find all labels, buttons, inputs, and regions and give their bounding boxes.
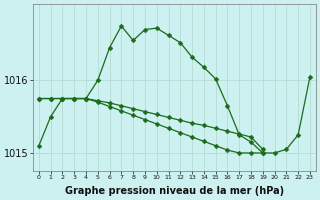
X-axis label: Graphe pression niveau de la mer (hPa): Graphe pression niveau de la mer (hPa): [65, 186, 284, 196]
